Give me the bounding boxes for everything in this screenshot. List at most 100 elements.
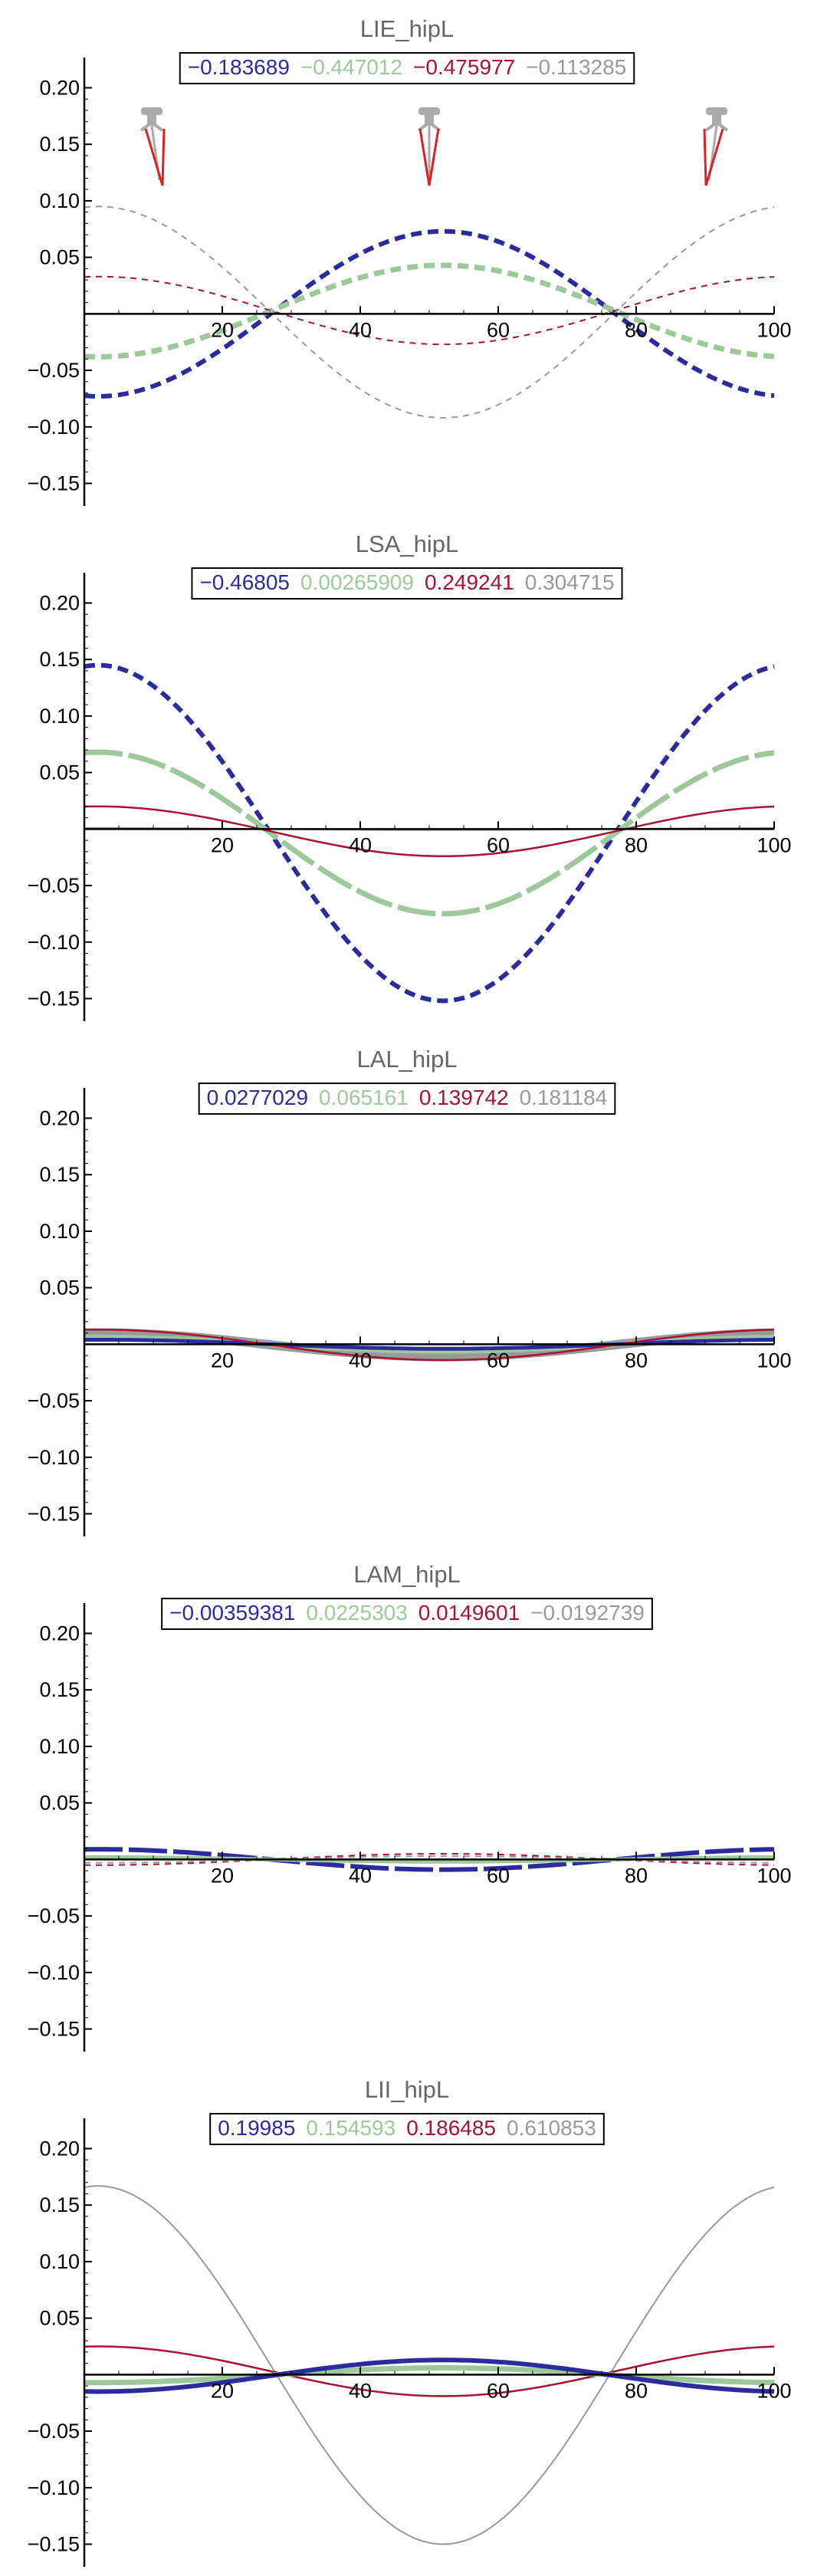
x-tick-label: 100 xyxy=(757,318,791,341)
chart-title: LII_hipL xyxy=(365,2076,449,2103)
x-tick-label: 40 xyxy=(349,833,372,856)
y-tick-label: 0.05 xyxy=(39,761,80,784)
legend-entry: −0.113285 xyxy=(526,55,626,79)
chart-title: LSA_hipL xyxy=(356,531,458,557)
x-tick-label: 20 xyxy=(211,2379,234,2402)
series-group xyxy=(84,205,775,419)
legend-entry: 0.0225303 xyxy=(306,1601,407,1625)
series-group xyxy=(84,1328,775,1362)
y-tick-label: 0.10 xyxy=(39,705,80,728)
chart-title: LAL_hipL xyxy=(356,1046,457,1073)
legend-entry: 0.154593 xyxy=(306,2116,396,2140)
legend: −0.183689 −0.447012 −0.475977 −0.113285 xyxy=(179,52,635,84)
series-line-red xyxy=(84,275,775,346)
y-tick-label: −0.15 xyxy=(28,2018,80,2041)
series-line-red xyxy=(84,805,775,857)
series-line-blue xyxy=(84,2358,775,2394)
y-tick-label: −0.15 xyxy=(28,472,80,495)
chart-panel-1: LSA_hipL −0.46805 0.00265909 0.249241 0.3047… xyxy=(0,515,814,1030)
x-tick-label: 60 xyxy=(487,2379,510,2402)
series-line-green xyxy=(84,749,775,917)
y-tick-label: 0.20 xyxy=(39,76,80,99)
y-tick-label: −0.05 xyxy=(28,874,80,897)
y-tick-label: 0.10 xyxy=(39,1220,80,1243)
x-tick-label: 40 xyxy=(349,1349,372,1372)
legend-entry: −0.447012 xyxy=(300,55,402,79)
y-tick-label: 0.20 xyxy=(39,1622,80,1644)
y-tick-label: 0.20 xyxy=(39,2137,80,2160)
legend-entry: 0.19985 xyxy=(218,2116,295,2140)
y-tick-label: 0.20 xyxy=(39,1106,80,1129)
x-tick-label: 100 xyxy=(757,1864,791,1887)
legend-entry: −0.183689 xyxy=(188,55,290,79)
x-tick-label: 60 xyxy=(487,1864,510,1887)
legend-box xyxy=(179,52,635,84)
chart-title: LAM_hipL xyxy=(353,1561,461,1588)
series-group xyxy=(84,662,775,1004)
chart-panel-2: LAL_hipL 0.0277029 0.065161 0.139742 0.18118… xyxy=(0,1030,814,1546)
x-tick-label: 20 xyxy=(211,318,234,341)
legend-box xyxy=(161,1598,653,1630)
y-tick-label: 0.10 xyxy=(39,1735,80,1758)
y-tick-label: −0.05 xyxy=(28,359,80,382)
x-tick-label: 20 xyxy=(211,1864,234,1887)
series-line-green xyxy=(84,2365,775,2386)
legend: 0.0277029 0.065161 0.139742 0.181184 xyxy=(198,1083,616,1115)
y-tick-label: 0.15 xyxy=(39,2193,80,2216)
y-tick-label: 0.05 xyxy=(39,1792,80,1815)
series-line-red xyxy=(84,1328,775,1362)
y-tick-label: 0.05 xyxy=(39,1276,80,1300)
legend: 0.19985 0.154593 0.186485 0.610853 xyxy=(209,2113,605,2145)
legend: −0.00359381 0.0225303 0.0149601 −0.0192739 xyxy=(161,1598,653,1630)
skeleton-figure xyxy=(703,107,729,186)
y-tick-label: −0.10 xyxy=(28,416,80,439)
series-group xyxy=(84,2185,775,2545)
y-tick-label: −0.05 xyxy=(28,2420,80,2443)
x-tick-label: 80 xyxy=(625,1864,648,1887)
x-tick-label: 40 xyxy=(349,318,372,341)
y-tick-label: −0.10 xyxy=(28,1961,80,1984)
y-tick-label: 0.20 xyxy=(39,591,80,614)
x-tick-label: 100 xyxy=(757,833,791,856)
legend-entry: 0.065161 xyxy=(319,1086,409,1109)
series-line-gray xyxy=(84,205,775,419)
legend-entry: 0.0149601 xyxy=(418,1601,520,1625)
chart-panel-3: LAM_hipL −0.00359381 0.0225303 0.0149601 −0.… xyxy=(0,1546,814,2061)
y-tick-label: −0.15 xyxy=(28,987,80,1010)
x-tick-label: 100 xyxy=(757,1349,791,1372)
legend-entry: −0.475977 xyxy=(413,55,515,79)
series-line-blue xyxy=(84,228,775,399)
series-line-blue xyxy=(84,662,775,1004)
y-tick-label: −0.10 xyxy=(28,2476,80,2499)
legend-box xyxy=(191,567,623,600)
y-tick-label: 0.15 xyxy=(39,1678,80,1701)
legend-box xyxy=(209,2113,605,2145)
y-tick-label: −0.05 xyxy=(28,1904,80,1927)
y-tick-label: 0.15 xyxy=(39,648,80,671)
legend: −0.46805 0.00265909 0.249241 0.304715 xyxy=(191,567,623,600)
y-tick-label: 0.05 xyxy=(39,2307,80,2330)
x-tick-label: 100 xyxy=(757,2379,791,2402)
legend-entry: 0.610853 xyxy=(507,2116,596,2140)
x-tick-label: 40 xyxy=(349,1864,372,1887)
legend-box xyxy=(198,1083,616,1115)
y-tick-label: −0.10 xyxy=(28,931,80,954)
x-tick-label: 40 xyxy=(349,2379,372,2402)
chart-lam-hipl: LAM_hipL−0.00359381 0.0225303 0.0149601 −0.… xyxy=(28,1561,792,2052)
y-tick-label: 0.10 xyxy=(39,2250,80,2273)
skeleton-figure xyxy=(139,107,166,186)
y-tick-label: 0.10 xyxy=(39,189,80,212)
chart-title: LIE_hipL xyxy=(360,15,454,42)
series-line-gray xyxy=(84,2185,775,2545)
x-tick-label: 80 xyxy=(625,2379,648,2402)
x-tick-label: 80 xyxy=(625,318,648,341)
series-line-blue xyxy=(84,1847,775,1872)
legend-entry: −0.0192739 xyxy=(530,1601,645,1625)
series-line-red xyxy=(84,2345,775,2397)
y-tick-label: 0.05 xyxy=(39,246,80,269)
skeleton-figure xyxy=(417,107,441,186)
chart-panel-4: LII_hipL 0.19985 0.154593 0.186485 0.610853 0… xyxy=(0,2061,814,2576)
legend-entry: −0.46805 xyxy=(199,570,290,594)
